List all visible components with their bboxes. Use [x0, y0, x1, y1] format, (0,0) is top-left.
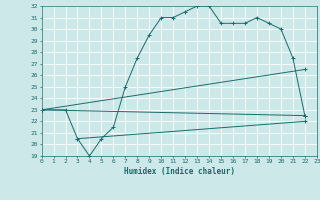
X-axis label: Humidex (Indice chaleur): Humidex (Indice chaleur): [124, 167, 235, 176]
